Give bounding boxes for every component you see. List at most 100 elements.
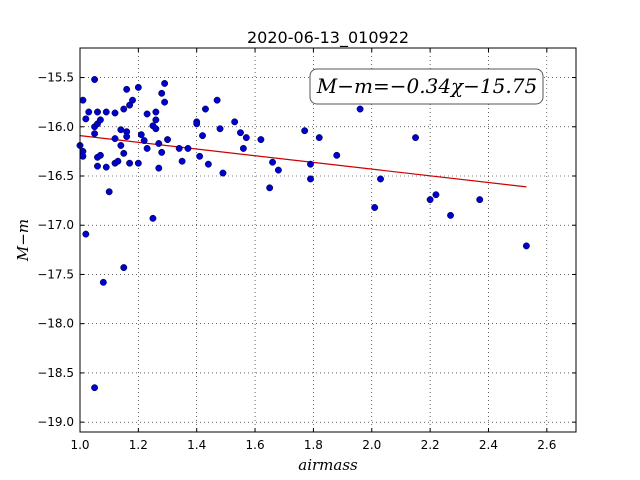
data-point — [123, 85, 131, 93]
data-points — [76, 76, 530, 392]
data-point — [175, 144, 183, 152]
x-tick-label: 1.2 — [129, 438, 148, 452]
data-point — [231, 118, 239, 126]
data-point — [315, 134, 323, 142]
data-point — [120, 264, 128, 272]
data-point — [307, 175, 314, 183]
x-tick-label: 2.4 — [479, 438, 498, 452]
data-point — [152, 116, 160, 124]
y-tick-label: −18.0 — [37, 317, 74, 331]
data-point — [301, 127, 309, 135]
y-tick-label: −15.5 — [37, 71, 74, 85]
y-tick-label: −16.5 — [37, 169, 74, 183]
data-point — [184, 144, 192, 152]
axis-ticks — [79, 48, 576, 432]
fit-equation-text: M−m=−0.34χ−15.75 — [316, 74, 537, 98]
y-tick-labels: −15.5 −16.0 −16.5 −17.0 −17.5 −18.0 −18.5 −19.0 — [37, 71, 74, 430]
data-point — [257, 136, 265, 144]
data-point — [155, 164, 163, 172]
x-tick-label: 1.6 — [246, 438, 265, 452]
x-tick-label: 1.4 — [187, 438, 206, 452]
chart-title: 2020-06-13_010922 — [247, 28, 409, 48]
data-point — [155, 140, 163, 147]
x-tick-labels: 1.0 1.2 1.4 1.6 1.8 2.0 2.2 2.4 2.6 — [70, 438, 556, 452]
data-point — [161, 98, 169, 106]
data-point — [123, 133, 131, 141]
data-point — [137, 131, 145, 139]
data-point — [522, 242, 530, 250]
data-point — [143, 110, 151, 118]
data-point — [152, 108, 160, 116]
data-point — [426, 196, 434, 204]
data-point — [140, 137, 148, 145]
data-point — [126, 159, 134, 167]
data-point — [152, 125, 160, 133]
x-axis-label: airmass — [298, 456, 358, 474]
data-point — [143, 144, 151, 152]
x-tick-label: 1.0 — [70, 438, 89, 452]
data-point — [105, 188, 113, 196]
data-point — [213, 96, 221, 104]
x-tick-label: 1.8 — [304, 438, 323, 452]
data-point — [117, 126, 125, 134]
data-point — [432, 191, 440, 199]
data-point — [237, 129, 244, 137]
data-point — [199, 132, 206, 140]
data-point — [91, 130, 99, 138]
data-point — [476, 196, 484, 204]
data-point — [242, 134, 250, 142]
plot-frame — [79, 47, 577, 433]
data-point — [371, 204, 379, 211]
data-point — [216, 125, 224, 133]
data-point — [120, 149, 128, 157]
y-tick-label: −19.0 — [37, 415, 74, 429]
data-point — [412, 134, 419, 142]
data-point — [94, 162, 101, 170]
data-point — [196, 152, 204, 160]
data-point — [117, 142, 125, 149]
annotation-frame — [309, 68, 544, 105]
data-point — [91, 384, 99, 392]
data-point — [82, 115, 90, 123]
data-point — [149, 214, 157, 222]
data-point — [82, 230, 90, 238]
data-point — [91, 76, 99, 83]
data-point — [164, 136, 171, 144]
data-point — [333, 151, 341, 159]
data-point — [266, 184, 274, 192]
annotation-box: M−m=−0.34χ−15.75 — [309, 68, 544, 105]
y-tick-label: −17.5 — [37, 267, 74, 281]
data-point — [356, 105, 364, 113]
data-point — [307, 160, 314, 168]
data-point — [134, 83, 142, 91]
data-point — [377, 175, 384, 183]
data-point — [202, 105, 209, 113]
y-tick-label: −16.0 — [37, 120, 74, 134]
data-point — [239, 144, 247, 152]
data-point — [85, 108, 93, 116]
fit-line-group — [79, 135, 527, 188]
x-tick-label: 2.0 — [362, 438, 381, 452]
data-point — [269, 158, 277, 166]
data-point — [102, 108, 110, 116]
y-tick-label: −18.5 — [37, 366, 74, 380]
data-point — [99, 278, 107, 286]
y-tick-label: −17.0 — [37, 218, 74, 232]
data-point — [158, 89, 166, 97]
data-point — [178, 157, 186, 165]
y-axis-label: M−m — [14, 219, 32, 262]
data-point — [447, 211, 454, 219]
data-point — [111, 135, 119, 143]
data-point — [114, 157, 122, 165]
data-point — [111, 109, 119, 117]
data-point — [193, 120, 201, 128]
data-point — [158, 148, 166, 156]
data-point — [204, 160, 212, 168]
data-point — [129, 96, 136, 104]
data-point — [79, 96, 87, 104]
data-point — [134, 159, 142, 167]
data-point — [94, 108, 101, 116]
data-point — [96, 151, 104, 159]
data-point — [274, 166, 282, 174]
